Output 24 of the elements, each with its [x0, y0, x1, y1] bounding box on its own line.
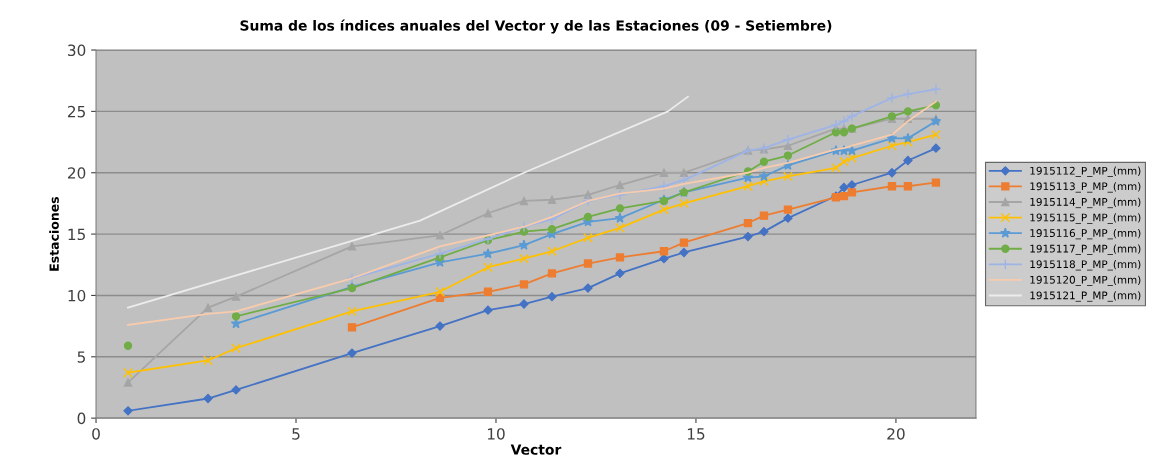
legend-label: 1915118_P_MP_(mm) [1030, 260, 1141, 271]
y-tick-label: 30 [68, 44, 86, 57]
y-tick-label: 15 [68, 228, 85, 241]
y-tick-label: 5 [77, 351, 85, 363]
legend-label: 1915121_P_MP_(mm) [1030, 291, 1141, 302]
legend-label: 1915113_P_MP_(mm) [1030, 182, 1141, 193]
x-tick-label: 10 [487, 428, 505, 440]
legend-label: 1915120_P_MP_(mm) [1030, 275, 1141, 287]
y-tick-label: 0 [77, 412, 86, 425]
y-tick-label: 10 [68, 289, 86, 302]
x-tick-label: 20 [887, 428, 905, 440]
chart-title: Suma de los índices anuales del Vector y de las Estaciones (09 - Setiembre) [240, 19, 832, 34]
y-axis-title: Estaciones [49, 196, 59, 271]
legend-label: 1915116_P_MP_(mm) [1030, 228, 1141, 240]
legend-label: 1915112_P_MP_(mm) [1030, 166, 1141, 177]
y-tick-label: 25 [67, 105, 85, 118]
legend-label: 1915117_P_MP_(mm) [1030, 244, 1141, 255]
x-tick-label: 15 [687, 428, 705, 440]
x-tick-label: 5 [292, 428, 300, 440]
x-tick-label: 0 [92, 428, 100, 440]
legend-label: 1915115_P_MP_(mm) [1030, 213, 1141, 224]
legend-label: 1915114_P_MP_(mm) [1030, 197, 1141, 209]
y-tick-label: 20 [67, 167, 86, 179]
x-axis-title: Vector [510, 444, 562, 455]
